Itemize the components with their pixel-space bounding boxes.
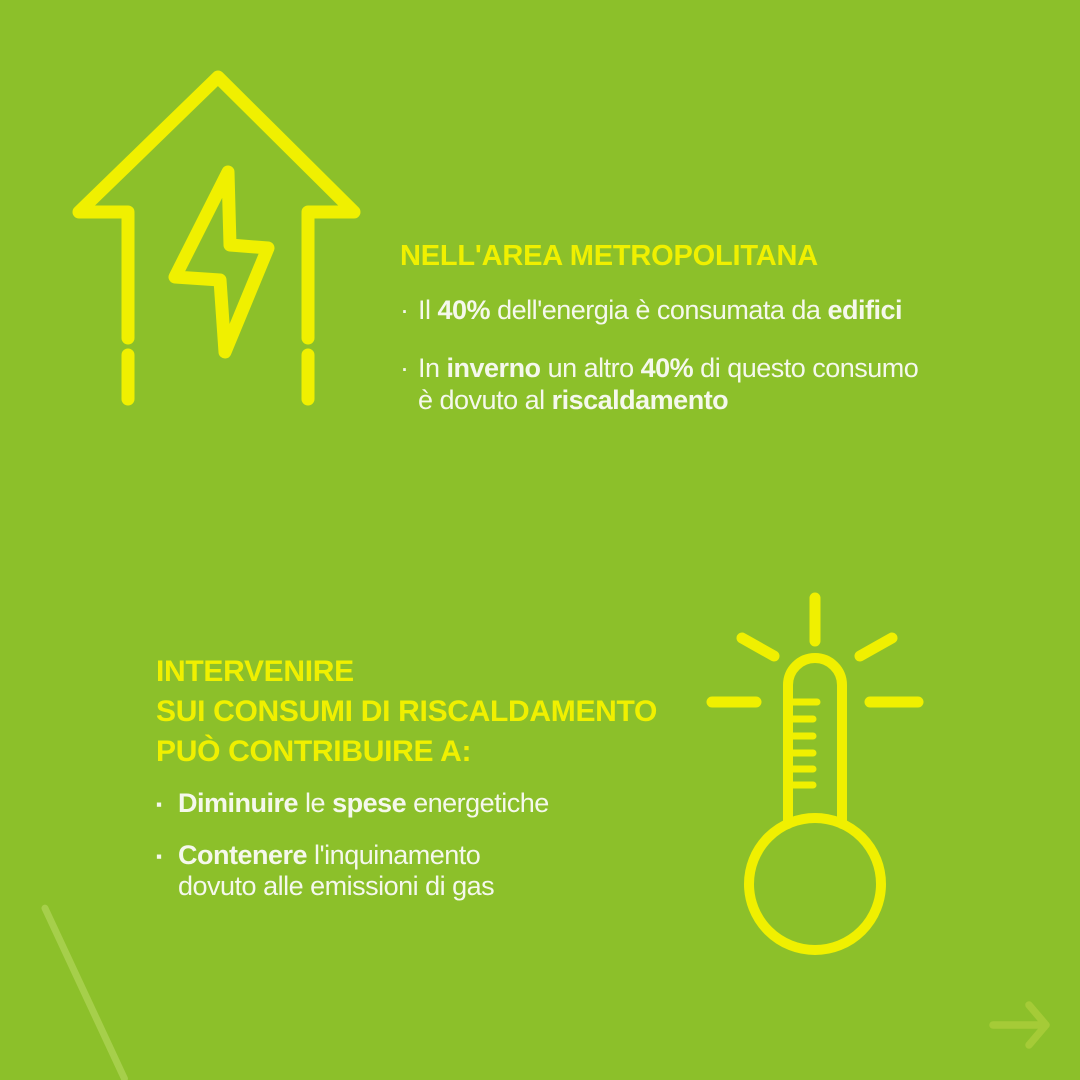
text-segment: dell'energia è consumata da: [490, 295, 828, 325]
house-energy-icon: [72, 70, 361, 406]
bullet-dot: ·: [400, 295, 409, 325]
section-heading: NELL'AREA METROPOLITANA: [400, 240, 818, 272]
text-segment-bold: Contenere: [178, 840, 308, 870]
text-segment-bold: 40%: [437, 295, 491, 325]
bullet-line: è dovuto al riscaldamento: [418, 384, 918, 416]
text-segment: le: [298, 788, 333, 818]
bullet-text: In inverno un altro 40% di questo consum…: [418, 352, 919, 416]
heading-line: PUÒ CONTRIBUIRE A:: [156, 735, 472, 768]
list-item: · In inverno un altro 40% di questo cons…: [400, 352, 1040, 416]
thermometer-icon: [706, 592, 924, 955]
arrow-right-icon[interactable]: [985, 997, 1057, 1053]
bullet-square: ▪: [156, 847, 162, 866]
text-segment: energetiche: [406, 788, 549, 818]
text-segment-bold: inverno: [446, 353, 542, 383]
section-metropolitan-area: NELL'AREA METROPOLITANA · Il 40% dell'en…: [400, 240, 1040, 442]
text-segment-bold: Diminuire: [178, 788, 299, 818]
bullet-line: dovuto alle emissioni di gas: [178, 871, 495, 902]
text-segment: l'inquinamento: [307, 840, 481, 870]
text-segment: di questo consumo: [693, 353, 919, 383]
section-intervention: INTERVENIRE SUI CONSUMI DI RISCALDAMENTO…: [156, 652, 756, 923]
bullet-list: ▪ Diminuire le spese energetiche ▪ Conte…: [156, 788, 756, 902]
background-streak: [40, 903, 130, 1080]
section-heading: INTERVENIRE SUI CONSUMI DI RISCALDAMENTO…: [156, 652, 756, 772]
bullet-text: Il 40% dell'energia è consumata da edifi…: [418, 294, 902, 326]
text-segment-bold: 40%: [640, 353, 694, 383]
text-segment-bold: riscaldamento: [551, 385, 729, 415]
bullet-dot: ·: [400, 353, 409, 383]
text-segment-bold: edifici: [827, 295, 902, 325]
bullet-text: Contenere l'inquinamento dovuto alle emi…: [178, 840, 495, 902]
heading-line: SUI CONSUMI DI RISCALDAMENTO: [156, 695, 658, 728]
text-segment: è dovuto al: [418, 385, 552, 415]
list-item: ▪ Diminuire le spese energetiche: [156, 788, 756, 819]
bullet-line: In inverno un altro 40% di questo consum…: [418, 352, 919, 384]
text-segment-bold: spese: [332, 788, 407, 818]
text-segment: un altro: [540, 353, 641, 383]
bullet-square: ▪: [156, 795, 162, 814]
bullet-text: Diminuire le spese energetiche: [178, 788, 549, 819]
text-segment: dovuto alle emissioni di gas: [178, 871, 495, 901]
heading-line: INTERVENIRE: [156, 655, 354, 688]
bullet-line: Contenere l'inquinamento: [178, 840, 494, 871]
bullet-line: Il 40% dell'energia è consumata da edifi…: [418, 294, 902, 326]
bullet-list: · Il 40% dell'energia è consumata da edi…: [400, 294, 1040, 416]
list-item: ▪ Contenere l'inquinamento dovuto alle e…: [156, 840, 756, 902]
list-item: · Il 40% dell'energia è consumata da edi…: [400, 294, 1040, 326]
text-segment: In: [418, 353, 447, 383]
text-segment: Il: [418, 295, 438, 325]
bullet-line: Diminuire le spese energetiche: [178, 788, 549, 819]
